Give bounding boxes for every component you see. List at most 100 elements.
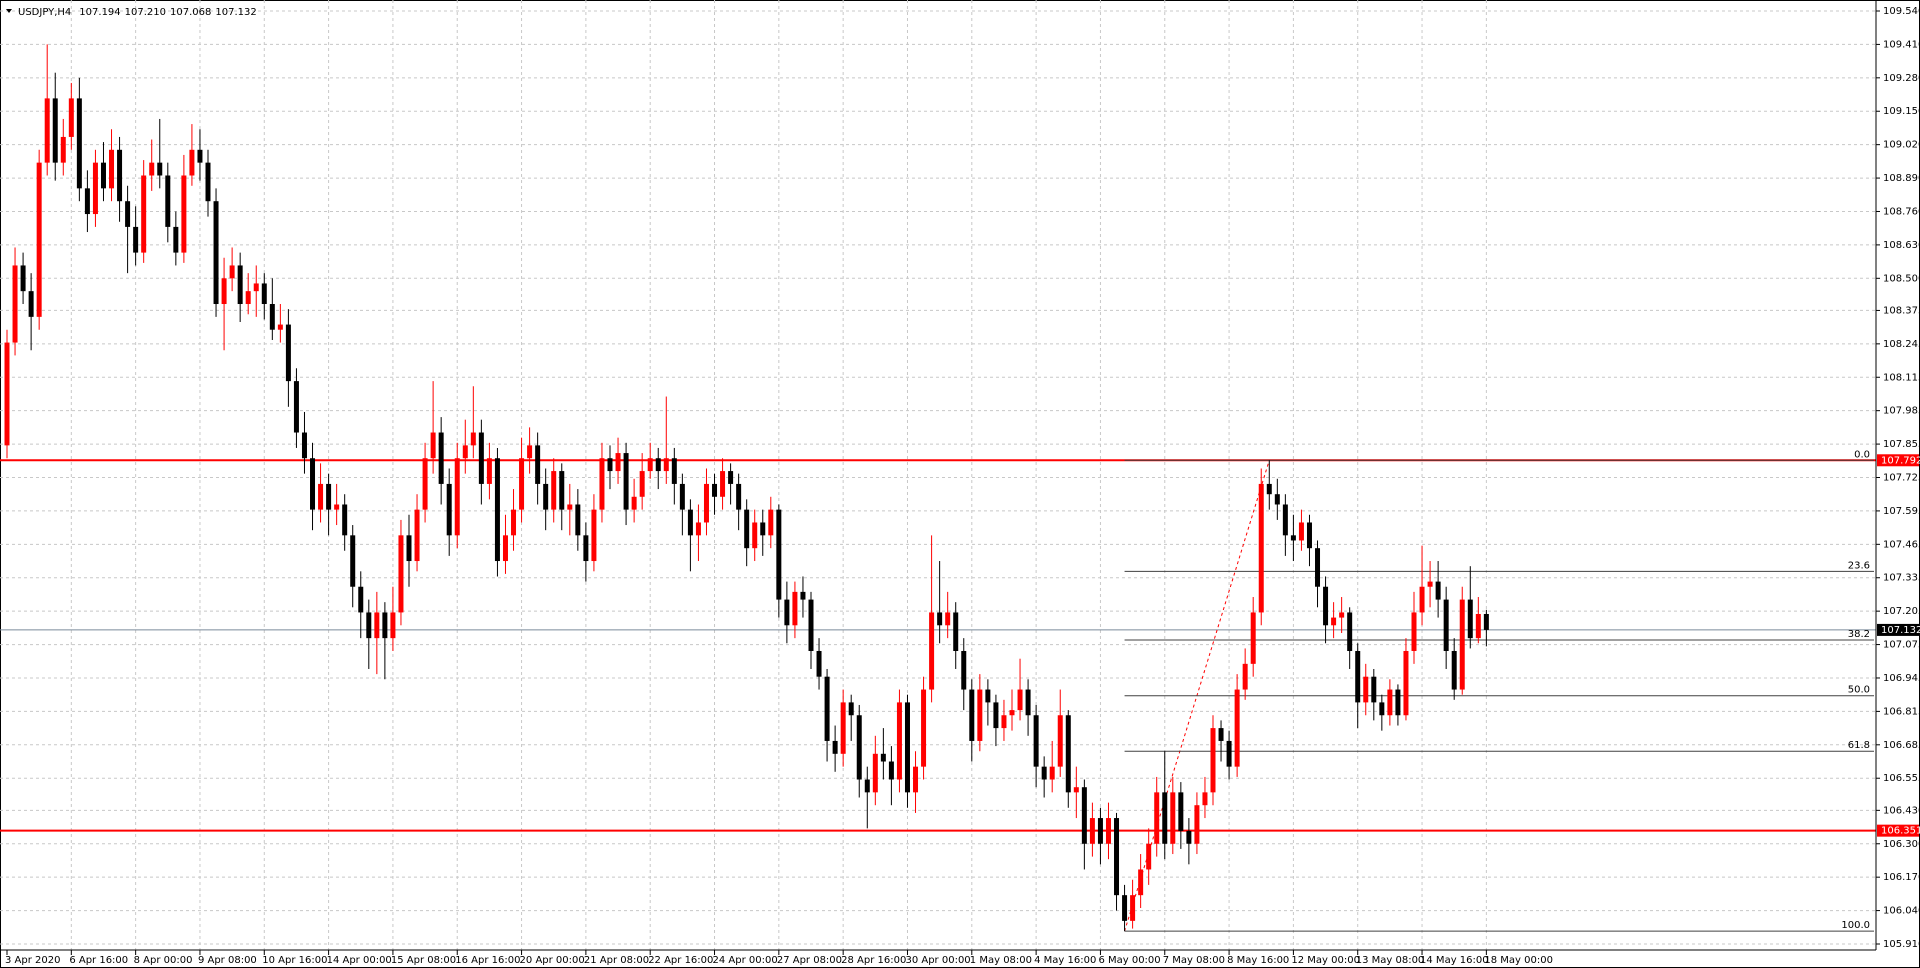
candle-body (543, 483, 549, 510)
candle-body (406, 535, 412, 562)
candle-body (237, 265, 243, 305)
candle-body (1258, 483, 1264, 613)
candle-body (1033, 715, 1039, 767)
candle-body (1097, 818, 1103, 844)
x-tick-label: 4 May 16:00 (1034, 955, 1096, 966)
candle-body (1451, 650, 1457, 690)
y-tick-label: 106.040 (1883, 906, 1920, 917)
candle-body (149, 162, 155, 176)
candle-body (1411, 612, 1417, 651)
y-tick-label: 107.595 (1883, 506, 1920, 517)
candle-body (205, 162, 211, 202)
candle-body (985, 689, 991, 703)
x-tick-label: 28 Apr 16:00 (841, 955, 906, 966)
candle-body (993, 702, 999, 729)
candle-body (527, 445, 533, 459)
candle-body (117, 149, 123, 202)
candle-body (937, 612, 943, 626)
y-tick-label: 107.465 (1883, 539, 1920, 550)
candle-body (84, 188, 90, 215)
candle-body (671, 458, 677, 484)
candle-body (800, 591, 806, 600)
x-tick-label: 8 Apr 00:00 (134, 955, 193, 966)
candle-body (1403, 650, 1409, 716)
candle-body (511, 509, 517, 536)
candle-body (631, 496, 637, 510)
candle-body (961, 650, 967, 690)
candle-body (293, 381, 299, 433)
y-tick-label: 108.890 (1883, 173, 1920, 184)
candle-body (4, 342, 10, 446)
fib-level-label: 61.8 (1848, 740, 1870, 751)
candle-body (639, 471, 645, 497)
candle-body (1146, 843, 1152, 870)
candle-body (824, 676, 830, 741)
candle-body (1162, 792, 1168, 844)
candle-body (1009, 710, 1015, 716)
x-tick-label: 20 Apr 00:00 (520, 955, 585, 966)
candle-body (647, 458, 653, 472)
x-tick-label: 3 Apr 2020 (5, 955, 60, 966)
candle-body (880, 753, 886, 762)
candle-body (1242, 663, 1248, 690)
candle-body (703, 483, 709, 523)
x-tick-label: 15 Apr 08:00 (391, 955, 456, 966)
candle-body (430, 432, 436, 459)
candle-body (1347, 612, 1353, 651)
candle-body (776, 509, 782, 600)
candle-body (1250, 612, 1256, 664)
candle-body (1154, 792, 1160, 844)
candle-body (1427, 581, 1433, 587)
candle-body (945, 612, 951, 626)
header-symbol: USDJPY,H4 (18, 7, 71, 18)
candle-body (44, 98, 50, 163)
y-tick-label: 106.815 (1883, 706, 1920, 717)
candle-body (350, 535, 356, 587)
candle-body (157, 162, 163, 176)
header-value: 107.068 (170, 7, 211, 18)
candle-body (125, 201, 131, 227)
candle-body (390, 612, 396, 639)
candle-body (1202, 792, 1208, 806)
candle-body (68, 98, 74, 137)
candle-body (197, 149, 203, 163)
candle-body (486, 458, 492, 484)
candle-body (1419, 586, 1425, 613)
candle-body (438, 432, 444, 484)
candle-body (277, 324, 283, 330)
candle-body (599, 458, 605, 510)
candle-body (921, 689, 927, 767)
y-tick-label: 109.020 (1883, 140, 1920, 151)
x-tick-label: 12 May 00:00 (1291, 955, 1360, 966)
candle-body (52, 98, 58, 163)
candle-body (1266, 483, 1272, 495)
candle-body (1363, 676, 1369, 703)
fib-level-label: 38.2 (1848, 629, 1870, 640)
candle-body (1379, 702, 1385, 716)
x-tick-label: 16 Apr 16:00 (455, 955, 520, 966)
candle-body (374, 612, 380, 639)
y-tick-label: 108.245 (1883, 339, 1920, 350)
candle-body (382, 612, 388, 639)
candle-body (663, 458, 669, 472)
candle-body (1315, 548, 1321, 587)
candle-body (253, 283, 259, 292)
candle-body (326, 483, 332, 510)
x-tick-label: 14 May 16:00 (1420, 955, 1489, 966)
x-tick-label: 8 May 16:00 (1227, 955, 1289, 966)
y-tick-label: 105.910 (1883, 939, 1920, 950)
x-tick-label: 6 May 00:00 (1098, 955, 1160, 966)
candle-body (712, 483, 718, 497)
y-tick-label: 108.500 (1883, 273, 1920, 284)
candle-body (1475, 613, 1481, 639)
candle-body (896, 702, 902, 780)
candle-body (133, 226, 139, 253)
candle-body (285, 324, 291, 382)
candle-body (422, 458, 428, 510)
candle-body (366, 612, 372, 639)
candle-body (1274, 494, 1280, 505)
y-tick-label: 108.760 (1883, 206, 1920, 217)
candle-body (100, 162, 106, 189)
candle-body (679, 483, 685, 510)
candle-body (221, 278, 227, 305)
